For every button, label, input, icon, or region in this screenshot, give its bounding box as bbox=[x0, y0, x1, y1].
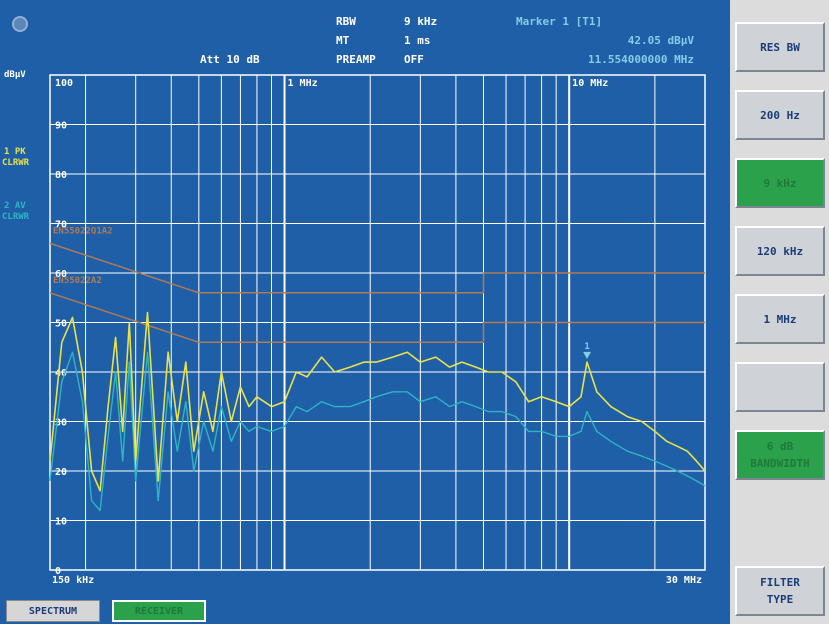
y-tick-label: 90 bbox=[55, 121, 67, 132]
rbw-value: 9 kHz bbox=[404, 15, 438, 28]
tab-spectrum[interactable]: SPECTRUM bbox=[6, 600, 100, 622]
trace2-mode: CLRWR bbox=[2, 212, 30, 222]
preamp-value: OFF bbox=[404, 53, 424, 66]
mt-label: MT bbox=[336, 34, 350, 47]
marker-icon bbox=[583, 351, 592, 359]
trace2-detector: 2 AV bbox=[4, 201, 26, 211]
softkey-200hz[interactable]: 200 Hz bbox=[735, 90, 825, 140]
limit-line-label: EN55022Q1A2 bbox=[53, 226, 113, 236]
softkey-120khz[interactable]: 120 kHz bbox=[735, 226, 825, 276]
trace1-detector: 1 PK bbox=[4, 147, 26, 157]
marker-level: 42.05 dBµV bbox=[627, 34, 694, 47]
y-tick-label: 10 bbox=[55, 517, 67, 528]
softkey-6db-bandwidth[interactable]: 6 dB BANDWIDTH bbox=[735, 430, 825, 480]
x-stop-label: 30 MHz bbox=[666, 575, 702, 586]
softkey-filter-type[interactable]: FILTER TYPE bbox=[735, 566, 825, 616]
trace1-mode: CLRWR bbox=[2, 158, 30, 168]
limit-line bbox=[49, 242, 705, 294]
limit-line bbox=[49, 292, 705, 344]
y-tick-label: 100 bbox=[55, 78, 73, 89]
y-unit-label: dBµV bbox=[4, 70, 26, 80]
y-tick-label: 40 bbox=[55, 368, 67, 379]
y-tick-label: 60 bbox=[55, 269, 67, 280]
spectrum-plot[interactable]: 0 10 20 30 40 50 60 70 80 90 100 1 MHz 10 MHz 150 kHz… bbox=[0, 0, 722, 624]
y-tick-label: 70 bbox=[55, 220, 67, 231]
rbw-label: RBW bbox=[336, 15, 356, 28]
y-tick-label: 20 bbox=[55, 467, 67, 478]
mt-value: 1 ms bbox=[404, 34, 431, 47]
marker-frequency: 11.554000000 MHz bbox=[588, 53, 694, 66]
x-tick-label: 10 MHz bbox=[572, 78, 608, 89]
softkey-blank[interactable] bbox=[735, 362, 825, 412]
tab-receiver[interactable]: RECEIVER bbox=[112, 600, 206, 622]
x-tick-label: 1 MHz bbox=[288, 78, 318, 89]
softkey-res-bw[interactable]: RES BW bbox=[735, 22, 825, 72]
y-tick-label: 30 bbox=[55, 418, 67, 429]
y-tick-label: 0 bbox=[55, 566, 61, 577]
trace-average bbox=[49, 351, 706, 512]
preamp-label: PREAMP bbox=[336, 53, 376, 66]
attenuation-readout: Att 10 dB bbox=[200, 53, 260, 66]
y-tick-label: 50 bbox=[55, 319, 67, 330]
x-start-label: 150 kHz bbox=[52, 575, 94, 586]
trace-peak bbox=[49, 311, 706, 492]
softkey-panel: RES BW 200 Hz 9 kHz 120 kHz 1 MHz 6 dB B… bbox=[722, 0, 829, 624]
settings-icon[interactable] bbox=[12, 16, 28, 32]
limit-line-label: EN55022A2 bbox=[53, 276, 102, 286]
marker-title: Marker 1 [T1] bbox=[516, 15, 603, 28]
analyzer-screen: Att 10 dB RBW 9 kHz MT 1 ms PREAMP OFF M… bbox=[0, 0, 722, 624]
marker-label: 1 bbox=[584, 342, 589, 352]
y-tick-label: 80 bbox=[55, 170, 67, 181]
softkey-1mhz[interactable]: 1 MHz bbox=[735, 294, 825, 344]
softkey-9khz[interactable]: 9 kHz bbox=[735, 158, 825, 208]
